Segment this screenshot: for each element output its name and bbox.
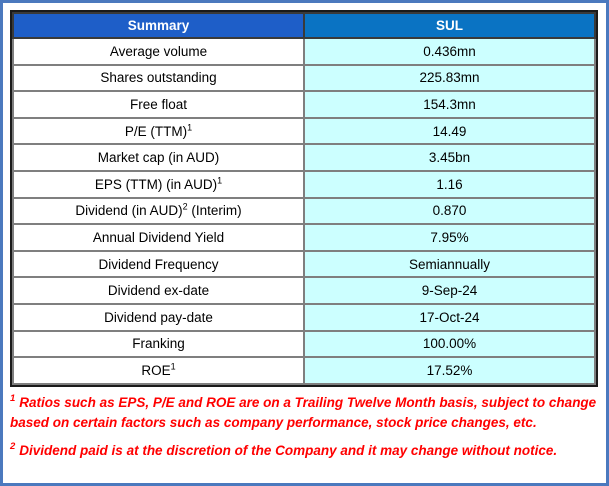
table-row: Franking 100.00% [12, 329, 596, 359]
header-cell-sul: SUL [303, 12, 596, 39]
row-label: Free float [129, 96, 188, 112]
value-cell: 154.3mn [303, 90, 596, 119]
table-row: Market cap (in AUD) 3.45bn [12, 143, 596, 172]
value-cell: 14.49 [303, 116, 596, 146]
value-cell: 17.52% [303, 356, 596, 385]
table-row: EPS (TTM) (in AUD)1 1.16 [12, 169, 596, 199]
table-row: ROE1 17.52% [12, 356, 596, 385]
table-row: Dividend Frequency Semiannually [12, 249, 596, 279]
table-row: Dividend (in AUD)2 (Interim) 0.870 [12, 196, 596, 226]
row-label: Average volume [109, 43, 208, 59]
label-cell: ROE1 [12, 356, 305, 385]
value-cell: 17-Oct-24 [303, 302, 596, 332]
table-row: Free float 154.3mn [12, 90, 596, 119]
table-row: P/E (TTM)1 14.49 [12, 116, 596, 146]
label-cell: Average volume [12, 37, 305, 66]
footnote-2-superscript: 2 [10, 441, 16, 453]
label-cell: Dividend ex-date [12, 276, 305, 305]
row-label-superscript: 1 [217, 175, 223, 186]
summary-table: Summary SUL Average volume 0.436mn Share… [12, 12, 596, 385]
label-cell: Dividend (in AUD)2 (Interim) [12, 196, 305, 226]
value-cell: 9-Sep-24 [303, 276, 596, 305]
row-label: Market cap (in AUD) [97, 150, 220, 166]
value-cell: Semiannually [303, 249, 596, 279]
row-label: Dividend ex-date [107, 283, 210, 299]
row-label: Dividend pay-date [104, 309, 213, 325]
row-label: ROE [141, 362, 171, 378]
value-cell: 1.16 [303, 169, 596, 199]
label-cell: Free float [12, 90, 305, 119]
footnote-2: 2 Dividend paid is at the discretion of t… [10, 441, 599, 462]
value-cell: 7.95% [303, 223, 596, 252]
table-header-row: Summary SUL [12, 12, 596, 39]
label-cell: Franking [12, 329, 305, 359]
value-cell: 0.436mn [303, 37, 596, 66]
row-label: Dividend (in AUD) [75, 203, 183, 219]
summary-table-wrapper: Summary SUL Average volume 0.436mn Share… [10, 10, 598, 387]
table-row: Annual Dividend Yield 7.95% [12, 223, 596, 252]
row-label-suffix: (Interim) [187, 203, 242, 219]
footnote-1-text: Ratios such as EPS, P/E and ROE are on a… [10, 394, 597, 431]
row-label: Shares outstanding [100, 70, 217, 86]
row-label: Franking [132, 336, 185, 352]
value-cell: 3.45bn [303, 143, 596, 172]
label-cell: Shares outstanding [12, 63, 305, 93]
label-cell: Market cap (in AUD) [12, 143, 305, 172]
row-label-superscript: 2 [182, 201, 188, 212]
row-label: Dividend Frequency [98, 256, 219, 272]
label-cell: EPS (TTM) (in AUD)1 [12, 169, 305, 199]
value-cell: 225.83mn [303, 63, 596, 93]
row-label: EPS (TTM) (in AUD) [94, 176, 218, 192]
row-label-superscript: 1 [170, 361, 176, 372]
table-row: Average volume 0.436mn [12, 37, 596, 66]
footnote-1-superscript: 1 [10, 393, 16, 405]
header-cell-summary: Summary [12, 12, 305, 39]
label-cell: Annual Dividend Yield [12, 223, 305, 252]
table-row: Shares outstanding 225.83mn [12, 63, 596, 93]
label-cell: P/E (TTM)1 [12, 116, 305, 146]
table-row: Dividend pay-date 17-Oct-24 [12, 302, 596, 332]
footnote-1: 1 Ratios such as EPS, P/E and ROE are on … [10, 393, 599, 434]
row-label: Annual Dividend Yield [92, 229, 225, 245]
footnotes: 1 Ratios such as EPS, P/E and ROE are on … [10, 393, 599, 462]
footnote-2-text: Dividend paid is at the discretion of th… [19, 442, 558, 458]
row-label: P/E (TTM) [124, 123, 188, 139]
value-cell: 0.870 [303, 196, 596, 226]
row-label-superscript: 1 [187, 122, 193, 133]
label-cell: Dividend pay-date [12, 302, 305, 332]
value-cell: 100.00% [303, 329, 596, 359]
table-row: Dividend ex-date 9-Sep-24 [12, 276, 596, 305]
label-cell: Dividend Frequency [12, 249, 305, 279]
